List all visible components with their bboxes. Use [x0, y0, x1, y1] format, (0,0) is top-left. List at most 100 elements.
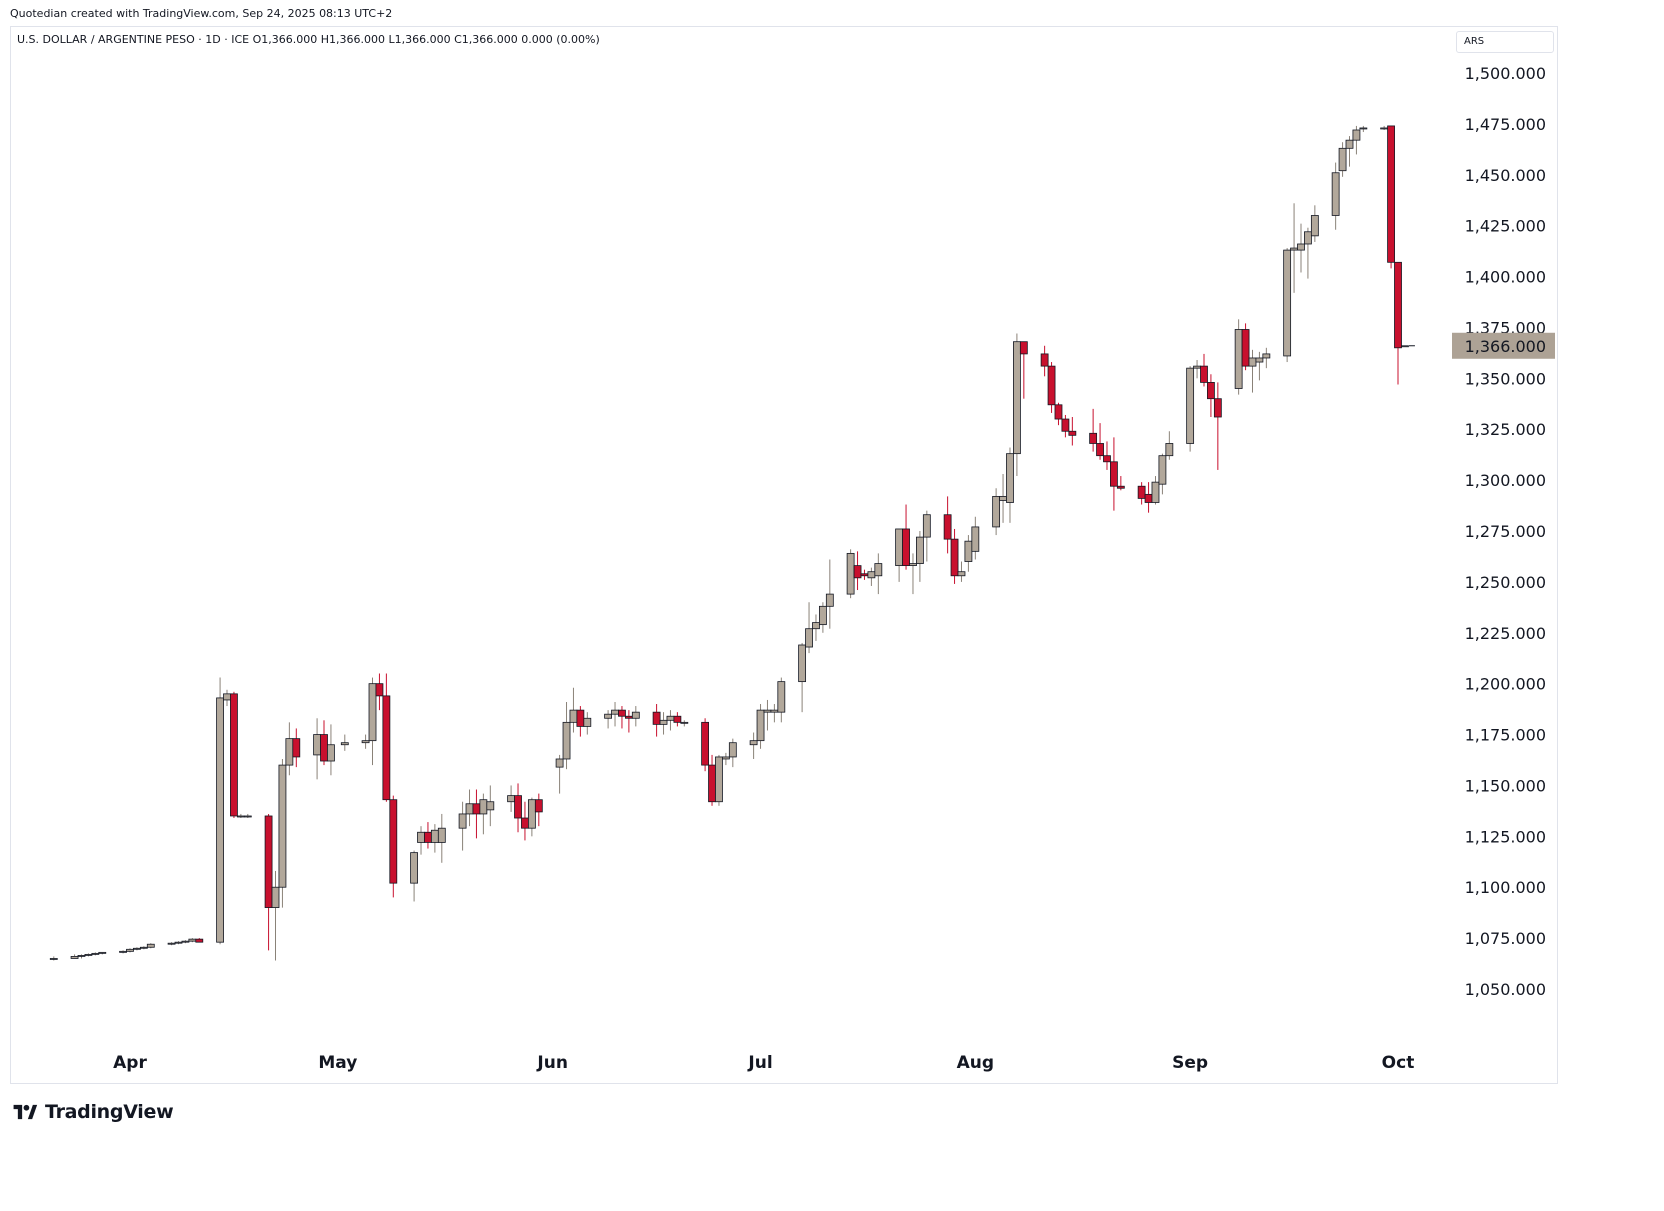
candle[interactable]	[1089, 408, 1098, 452]
candle[interactable]	[84, 953, 93, 957]
candle[interactable]	[285, 722, 294, 776]
candle[interactable]	[1248, 349, 1257, 393]
candle[interactable]	[715, 754, 723, 806]
candle[interactable]	[1345, 136, 1354, 167]
candle[interactable]	[1241, 323, 1250, 371]
candle[interactable]	[770, 704, 779, 723]
candle[interactable]	[1054, 402, 1063, 426]
candle[interactable]	[853, 551, 862, 591]
candle[interactable]	[340, 734, 349, 751]
candle[interactable]	[749, 732, 758, 759]
candle[interactable]	[1158, 453, 1167, 495]
candle[interactable]	[1116, 476, 1125, 491]
candle[interactable]	[583, 712, 592, 735]
candle[interactable]	[486, 785, 495, 827]
candle[interactable]	[1262, 347, 1271, 369]
candle[interactable]	[1234, 319, 1243, 395]
candle[interactable]	[624, 710, 633, 733]
candle[interactable]	[867, 567, 876, 586]
candle[interactable]	[922, 510, 931, 562]
candle[interactable]	[825, 559, 834, 629]
candle[interactable]	[327, 724, 335, 776]
candle[interactable]	[971, 516, 980, 560]
candle[interactable]	[521, 801, 529, 841]
candle[interactable]	[417, 826, 425, 855]
candle[interactable]	[1019, 341, 1028, 399]
candle[interactable]	[437, 813, 446, 863]
candle[interactable]	[1297, 223, 1305, 273]
candle[interactable]	[1047, 362, 1056, 413]
candle[interactable]	[1304, 227, 1312, 279]
candle[interactable]	[1331, 162, 1340, 230]
candle[interactable]	[701, 718, 710, 772]
candle[interactable]	[1394, 261, 1402, 385]
candle[interactable]	[174, 941, 183, 945]
candle[interactable]	[458, 801, 467, 851]
candle[interactable]	[818, 602, 827, 633]
candle[interactable]	[756, 704, 765, 749]
candle[interactable]	[264, 813, 273, 951]
candle[interactable]	[119, 950, 127, 954]
candle[interactable]	[1193, 360, 1201, 379]
candle[interactable]	[1352, 125, 1361, 155]
candle[interactable]	[992, 488, 1001, 536]
candle[interactable]	[1310, 205, 1319, 242]
candle[interactable]	[361, 734, 370, 749]
candle[interactable]	[278, 758, 287, 908]
candle[interactable]	[91, 952, 100, 956]
candle[interactable]	[424, 822, 432, 849]
candle[interactable]	[472, 789, 481, 839]
candle[interactable]	[916, 531, 924, 582]
candle[interactable]	[1165, 431, 1174, 460]
candle[interactable]	[728, 738, 737, 768]
candle[interactable]	[950, 528, 959, 584]
candle[interactable]	[569, 687, 578, 733]
candle[interactable]	[236, 813, 245, 819]
candle[interactable]	[1380, 125, 1389, 130]
candle[interactable]	[721, 752, 730, 766]
candle[interactable]	[216, 677, 224, 945]
candle[interactable]	[230, 691, 238, 819]
candle[interactable]	[1338, 142, 1347, 177]
symbol-legend[interactable]: U.S. DOLLAR / ARGENTINE PESO · 1D · ICE …	[17, 33, 600, 46]
candle[interactable]	[777, 677, 786, 723]
candle[interactable]	[146, 943, 155, 949]
candle[interactable]	[1144, 482, 1153, 513]
candle[interactable]	[527, 797, 536, 837]
candle[interactable]	[562, 701, 571, 770]
candle[interactable]	[133, 947, 141, 951]
candle[interactable]	[902, 504, 910, 570]
candle[interactable]	[805, 602, 813, 654]
candle[interactable]	[320, 720, 328, 766]
candle[interactable]	[576, 706, 585, 737]
candle[interactable]	[465, 789, 474, 827]
tradingview-logo[interactable]: TradingView	[11, 1101, 174, 1123]
candle[interactable]	[479, 793, 488, 835]
candle[interactable]	[763, 699, 772, 731]
candle[interactable]	[139, 946, 148, 950]
candle[interactable]	[195, 938, 204, 943]
candle[interactable]	[652, 704, 661, 737]
candle[interactable]	[1103, 441, 1111, 470]
candle[interactable]	[77, 954, 86, 959]
candle[interactable]	[167, 942, 176, 946]
candle[interactable]	[708, 754, 716, 806]
candle[interactable]	[1207, 374, 1215, 418]
candle[interactable]	[292, 728, 301, 768]
candle[interactable]	[1096, 423, 1104, 460]
candle[interactable]	[514, 783, 522, 833]
candle[interactable]	[680, 720, 689, 727]
candle[interactable]	[1186, 366, 1195, 452]
candle[interactable]	[313, 718, 321, 780]
candle[interactable]	[957, 561, 966, 582]
candle[interactable]	[895, 528, 904, 582]
candle[interactable]	[1255, 351, 1264, 381]
candle[interactable]	[1359, 125, 1368, 133]
candle[interactable]	[1013, 333, 1021, 477]
candle[interactable]	[375, 673, 384, 711]
candle[interactable]	[611, 701, 619, 727]
candle[interactable]	[126, 948, 134, 953]
candle[interactable]	[846, 549, 855, 599]
candle[interactable]	[223, 689, 231, 707]
